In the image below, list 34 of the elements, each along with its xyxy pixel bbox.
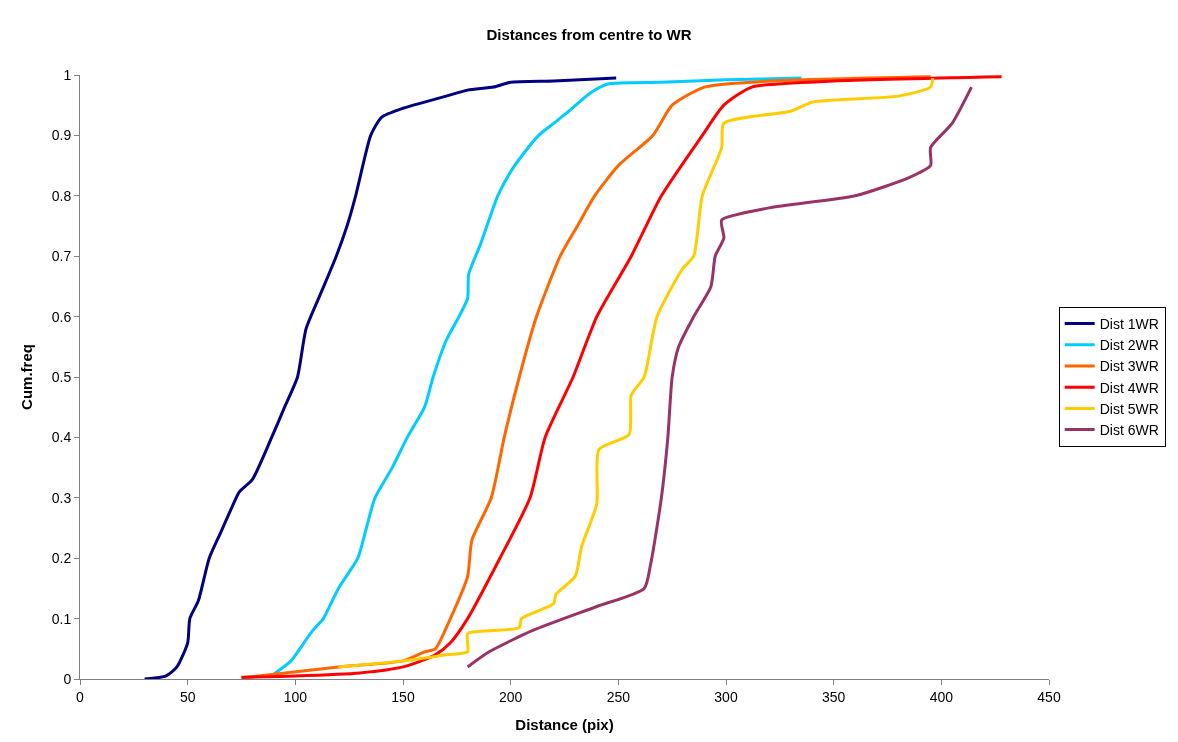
- legend-label: Dist 6WR: [1099, 422, 1159, 439]
- legend-label: Dist 2WR: [1099, 337, 1159, 354]
- legend-label: Dist 4WR: [1099, 379, 1159, 396]
- x-tick-label: 150: [391, 688, 415, 705]
- x-tick-label: 0: [76, 688, 85, 705]
- y-tick-label: 0.3: [51, 489, 72, 506]
- legend-label: Dist 1WR: [1099, 316, 1159, 333]
- x-tick-label: 250: [606, 688, 631, 705]
- line-series: [336, 76, 935, 669]
- y-tick-label: 0.5: [51, 368, 72, 385]
- y-axis-title: Cum.freq: [17, 344, 35, 410]
- x-tick-label: 400: [929, 688, 954, 705]
- y-tick-label: 0.6: [51, 308, 72, 325]
- legend-label: Dist 5WR: [1099, 400, 1159, 417]
- y-tick-label: 0.4: [51, 429, 72, 446]
- y-tick-label: 0.9: [51, 127, 72, 144]
- x-tick-label: 100: [283, 688, 308, 705]
- legend-label: Dist 3WR: [1099, 358, 1159, 375]
- x-tick-label: 450: [1037, 688, 1061, 705]
- y-tick-label: 0.1: [51, 610, 72, 627]
- x-axis-title: Distance (pix): [515, 715, 614, 733]
- line-series: [143, 76, 618, 679]
- line-series: [466, 85, 973, 669]
- x-tick-label: 300: [714, 688, 738, 705]
- x-tick-label: 50: [179, 688, 196, 705]
- y-tick-label: 1: [63, 66, 72, 83]
- y-tick-label: 0.2: [51, 550, 72, 567]
- x-tick-label: 200: [498, 688, 523, 705]
- y-tick-label: 0.8: [51, 187, 72, 204]
- chart-title: Distances from centre to WR: [486, 26, 692, 44]
- y-tick-label: 0.7: [51, 248, 72, 265]
- line-series: [272, 76, 803, 676]
- y-tick-label: 0: [63, 670, 72, 687]
- x-tick-label: 350: [821, 688, 846, 705]
